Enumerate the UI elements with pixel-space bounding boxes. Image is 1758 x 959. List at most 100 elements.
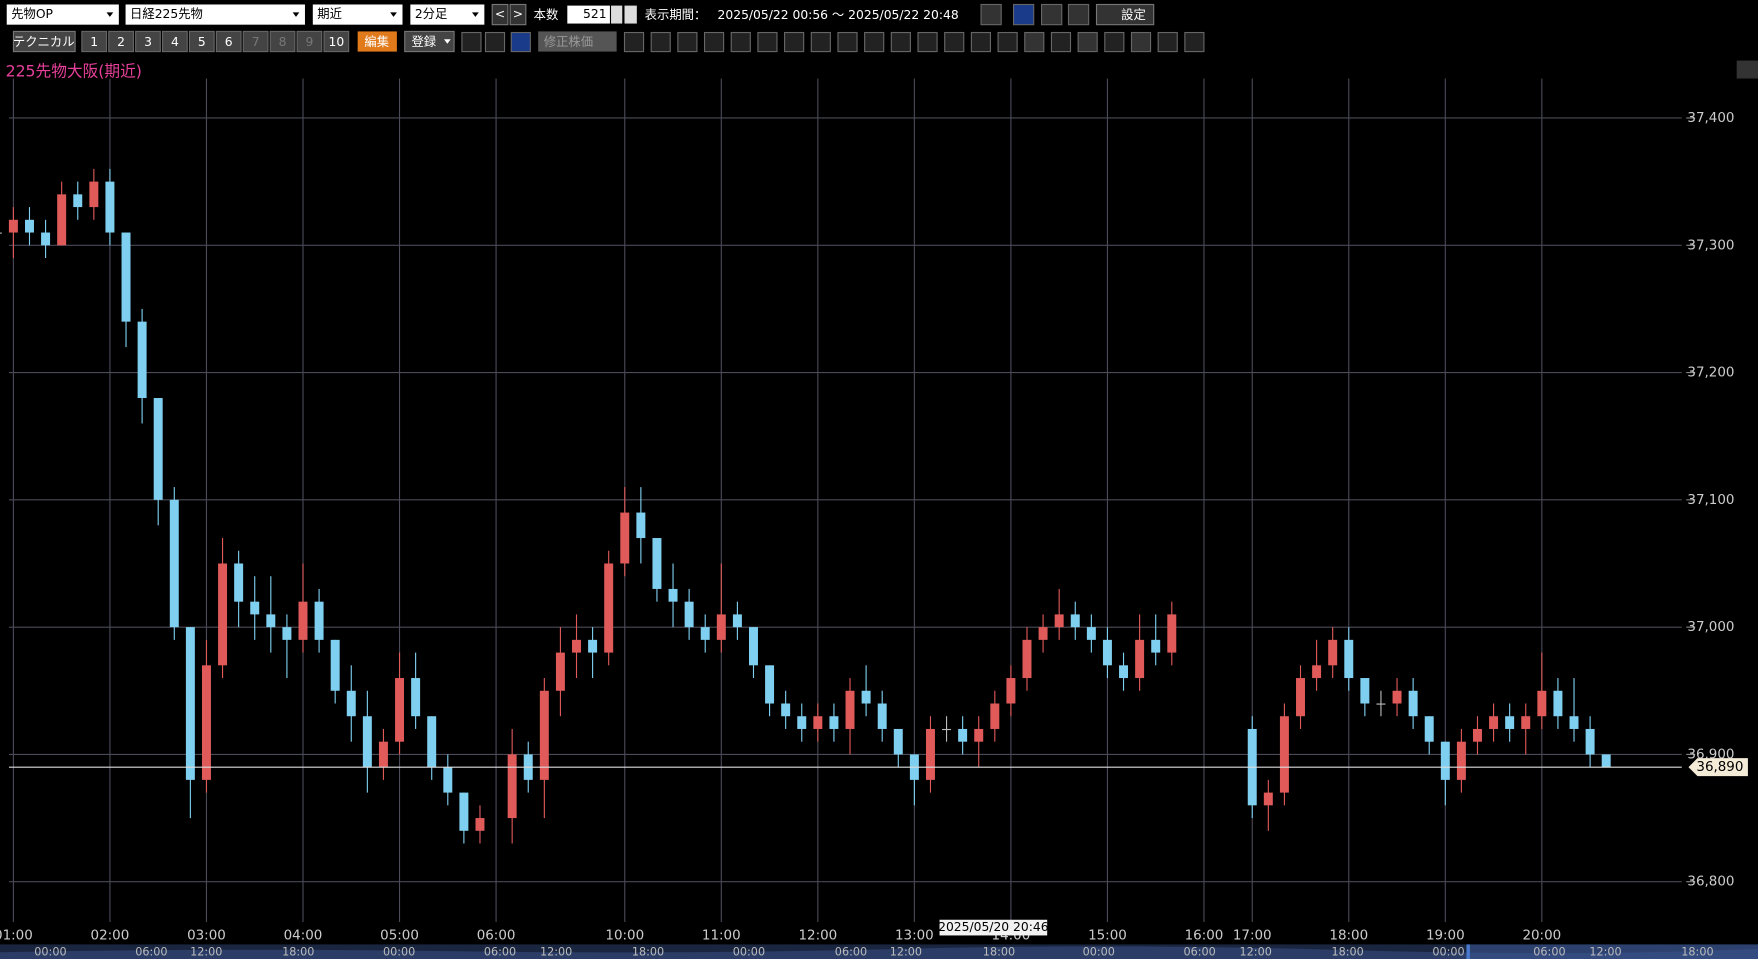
- navigator-handle[interactable]: [1466, 944, 1470, 959]
- register-button[interactable]: [404, 30, 455, 53]
- edit-button[interactable]: [357, 31, 397, 52]
- last-price-box: [1688, 758, 1748, 777]
- collapse-button[interactable]: [1736, 60, 1758, 79]
- preset-button[interactable]: [242, 30, 269, 53]
- drawing-tool-icon[interactable]: [784, 31, 805, 53]
- navigator-label: 18:00: [983, 945, 1015, 958]
- technical-button[interactable]: [12, 30, 76, 53]
- candle-body: [942, 728, 952, 731]
- drawing-tool-icon[interactable]: [1130, 31, 1152, 53]
- preset-button[interactable]: [269, 30, 296, 53]
- drawing-tool-icon[interactable]: [917, 31, 938, 53]
- candle-body: [1472, 728, 1482, 742]
- drawing-tool-icon[interactable]: [1104, 31, 1125, 53]
- prev-button[interactable]: [491, 3, 509, 26]
- candle-body: [105, 181, 115, 233]
- candle-body: [169, 499, 179, 628]
- candle-body: [1601, 754, 1611, 768]
- export-icon[interactable]: [1067, 3, 1090, 26]
- bars-input[interactable]: [567, 5, 610, 24]
- candle-body: [411, 678, 421, 717]
- drawing-tool-icon[interactable]: [677, 31, 698, 53]
- candle-body: [1006, 678, 1016, 704]
- candle-body: [877, 703, 887, 729]
- candle-body: [652, 538, 662, 589]
- preset-button[interactable]: [108, 30, 134, 53]
- candle-body: [234, 563, 244, 602]
- x-tick-label: 12:00: [798, 928, 837, 943]
- candle-body: [0, 232, 2, 234]
- drawing-tool-icon[interactable]: [757, 31, 778, 53]
- button-label: テクニカル: [13, 35, 75, 49]
- preset-button[interactable]: [81, 30, 108, 53]
- adjusted-select[interactable]: [538, 31, 617, 52]
- x-tick-label: 01:00: [0, 928, 33, 943]
- candle-body: [700, 627, 710, 640]
- preset-button[interactable]: [188, 30, 215, 53]
- x-tick-label: 15:00: [1088, 928, 1127, 943]
- preset-button[interactable]: [296, 30, 323, 53]
- drawing-tool-icon[interactable]: [890, 31, 911, 53]
- drawing-tool-icon[interactable]: [1077, 31, 1098, 53]
- candle-body: [1585, 728, 1595, 755]
- zoom-icon[interactable]: [484, 31, 506, 53]
- drawing-tool-icon[interactable]: [1050, 31, 1072, 53]
- drawing-tool-icon[interactable]: [837, 31, 858, 53]
- last-price-label: 36,890: [1696, 760, 1743, 775]
- candle-body: [1022, 639, 1032, 679]
- drawing-tool-icon[interactable]: [623, 31, 645, 53]
- preset-button[interactable]: [162, 30, 188, 53]
- drawing-tool-icon[interactable]: [1157, 31, 1178, 53]
- candle-body: [1505, 716, 1515, 729]
- drawing-tool-icon[interactable]: [997, 31, 1018, 53]
- candle-body: [1424, 716, 1434, 742]
- navigator-window[interactable]: [1468, 944, 1758, 959]
- navigator-label: 00:00: [34, 945, 66, 958]
- drawing-tool-icon[interactable]: [730, 31, 751, 53]
- candle-body: [266, 614, 276, 628]
- y-tick-label: 37,300: [1687, 238, 1734, 253]
- drawing-tool-icon[interactable]: [703, 31, 725, 53]
- select[interactable]: [410, 4, 485, 25]
- drawing-tool-icon[interactable]: [810, 31, 831, 53]
- undo-icon[interactable]: [980, 3, 1002, 26]
- print-icon[interactable]: [1041, 3, 1063, 26]
- candle-body: [732, 614, 742, 628]
- bars-spinner[interactable]: [624, 5, 637, 24]
- select[interactable]: [312, 4, 403, 25]
- bars-dropdown[interactable]: [611, 5, 623, 24]
- period-label: 表示期間：: [645, 8, 707, 22]
- select[interactable]: [6, 4, 119, 25]
- candle-body: [1440, 741, 1450, 780]
- x-tick-label: 02:00: [91, 928, 130, 943]
- preset-button[interactable]: [135, 30, 161, 53]
- candle-body: [1376, 703, 1386, 705]
- candle-body: [781, 703, 791, 717]
- candle-body: [893, 728, 903, 755]
- select[interactable]: [125, 4, 305, 25]
- candle-body: [1263, 792, 1273, 806]
- drawing-tool-icon[interactable]: [944, 31, 965, 53]
- zoom-icon[interactable]: [461, 31, 482, 53]
- chart-title: 225先物大阪(期近): [6, 61, 142, 80]
- navigator-label: 00:00: [1432, 945, 1464, 958]
- navigator-volume: [0, 946, 1758, 959]
- button-label: 5: [198, 35, 206, 49]
- preset-button[interactable]: [323, 30, 350, 53]
- drawing-tool-icon[interactable]: [1184, 31, 1205, 53]
- chart-icon[interactable]: [1012, 3, 1035, 26]
- zoom-icon[interactable]: [510, 31, 531, 53]
- x-tick-label: 10:00: [605, 928, 644, 943]
- navigator-label: 06:00: [1533, 945, 1565, 958]
- preset-button[interactable]: [215, 30, 242, 53]
- candle-body: [1054, 614, 1064, 628]
- drawing-tool-icon[interactable]: [1024, 31, 1045, 53]
- select-text: 日経225先物: [130, 7, 203, 21]
- next-button[interactable]: [509, 3, 527, 26]
- drawing-tool-icon[interactable]: [864, 31, 885, 53]
- settings-button[interactable]: [1095, 3, 1155, 26]
- candle-body: [1569, 716, 1579, 729]
- candle-body: [185, 627, 195, 780]
- drawing-tool-icon[interactable]: [970, 31, 992, 53]
- drawing-tool-icon[interactable]: [650, 31, 671, 53]
